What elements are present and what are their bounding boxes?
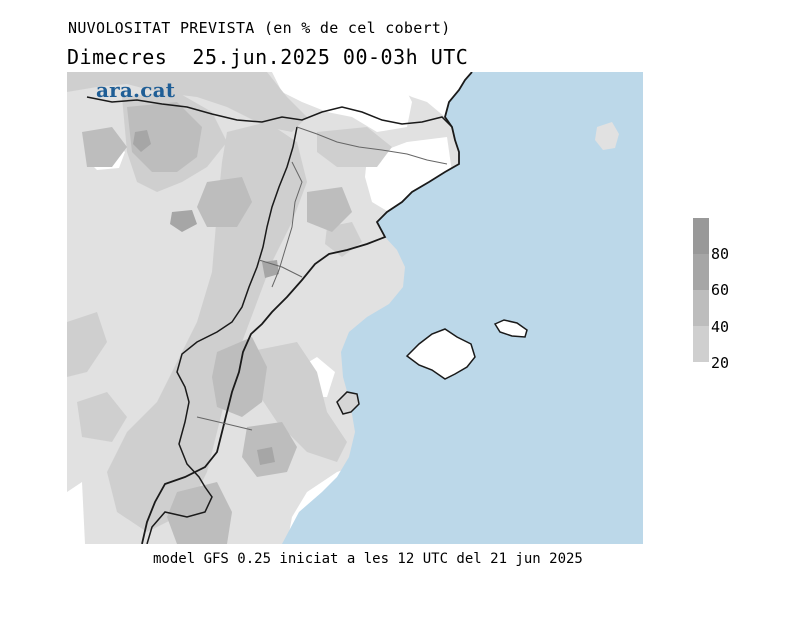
provincial-borders (196, 126, 448, 431)
map-subtitle: Dimecres 25.jun.2025 00-03h UTC (67, 45, 469, 69)
ara-cat-logo: ara.cat (96, 78, 176, 102)
map-title: NUVOLOSITAT PREVISTA (en % de cel cobert… (68, 19, 451, 37)
legend-swatch-60 (693, 290, 709, 326)
cloud-cover-legend (693, 218, 709, 362)
national-border (86, 96, 453, 128)
legend-swatch-80 (693, 254, 709, 290)
island-eivissa (336, 391, 360, 415)
legend-label-40: 40 (711, 318, 730, 336)
island-menorca (493, 319, 528, 338)
legend-label-20: 20 (711, 354, 730, 372)
legend-swatch-40 (693, 326, 709, 362)
legend-label-60: 60 (711, 281, 730, 299)
sea-cloud-blob (595, 122, 619, 150)
mediterranean-sea (282, 72, 643, 544)
regional-border (146, 126, 298, 544)
legend-swatch-100 (693, 218, 709, 254)
land-north (352, 72, 472, 117)
model-run-caption: model GFS 0.25 iniciat a les 12 UTC del … (153, 551, 583, 567)
cloud-cover-map (67, 72, 643, 544)
cloud-map-svg (67, 72, 643, 544)
coastline (141, 72, 473, 544)
island-mallorca (405, 328, 476, 380)
legend-label-80: 80 (711, 245, 730, 263)
cloud-80-areas (133, 130, 279, 465)
